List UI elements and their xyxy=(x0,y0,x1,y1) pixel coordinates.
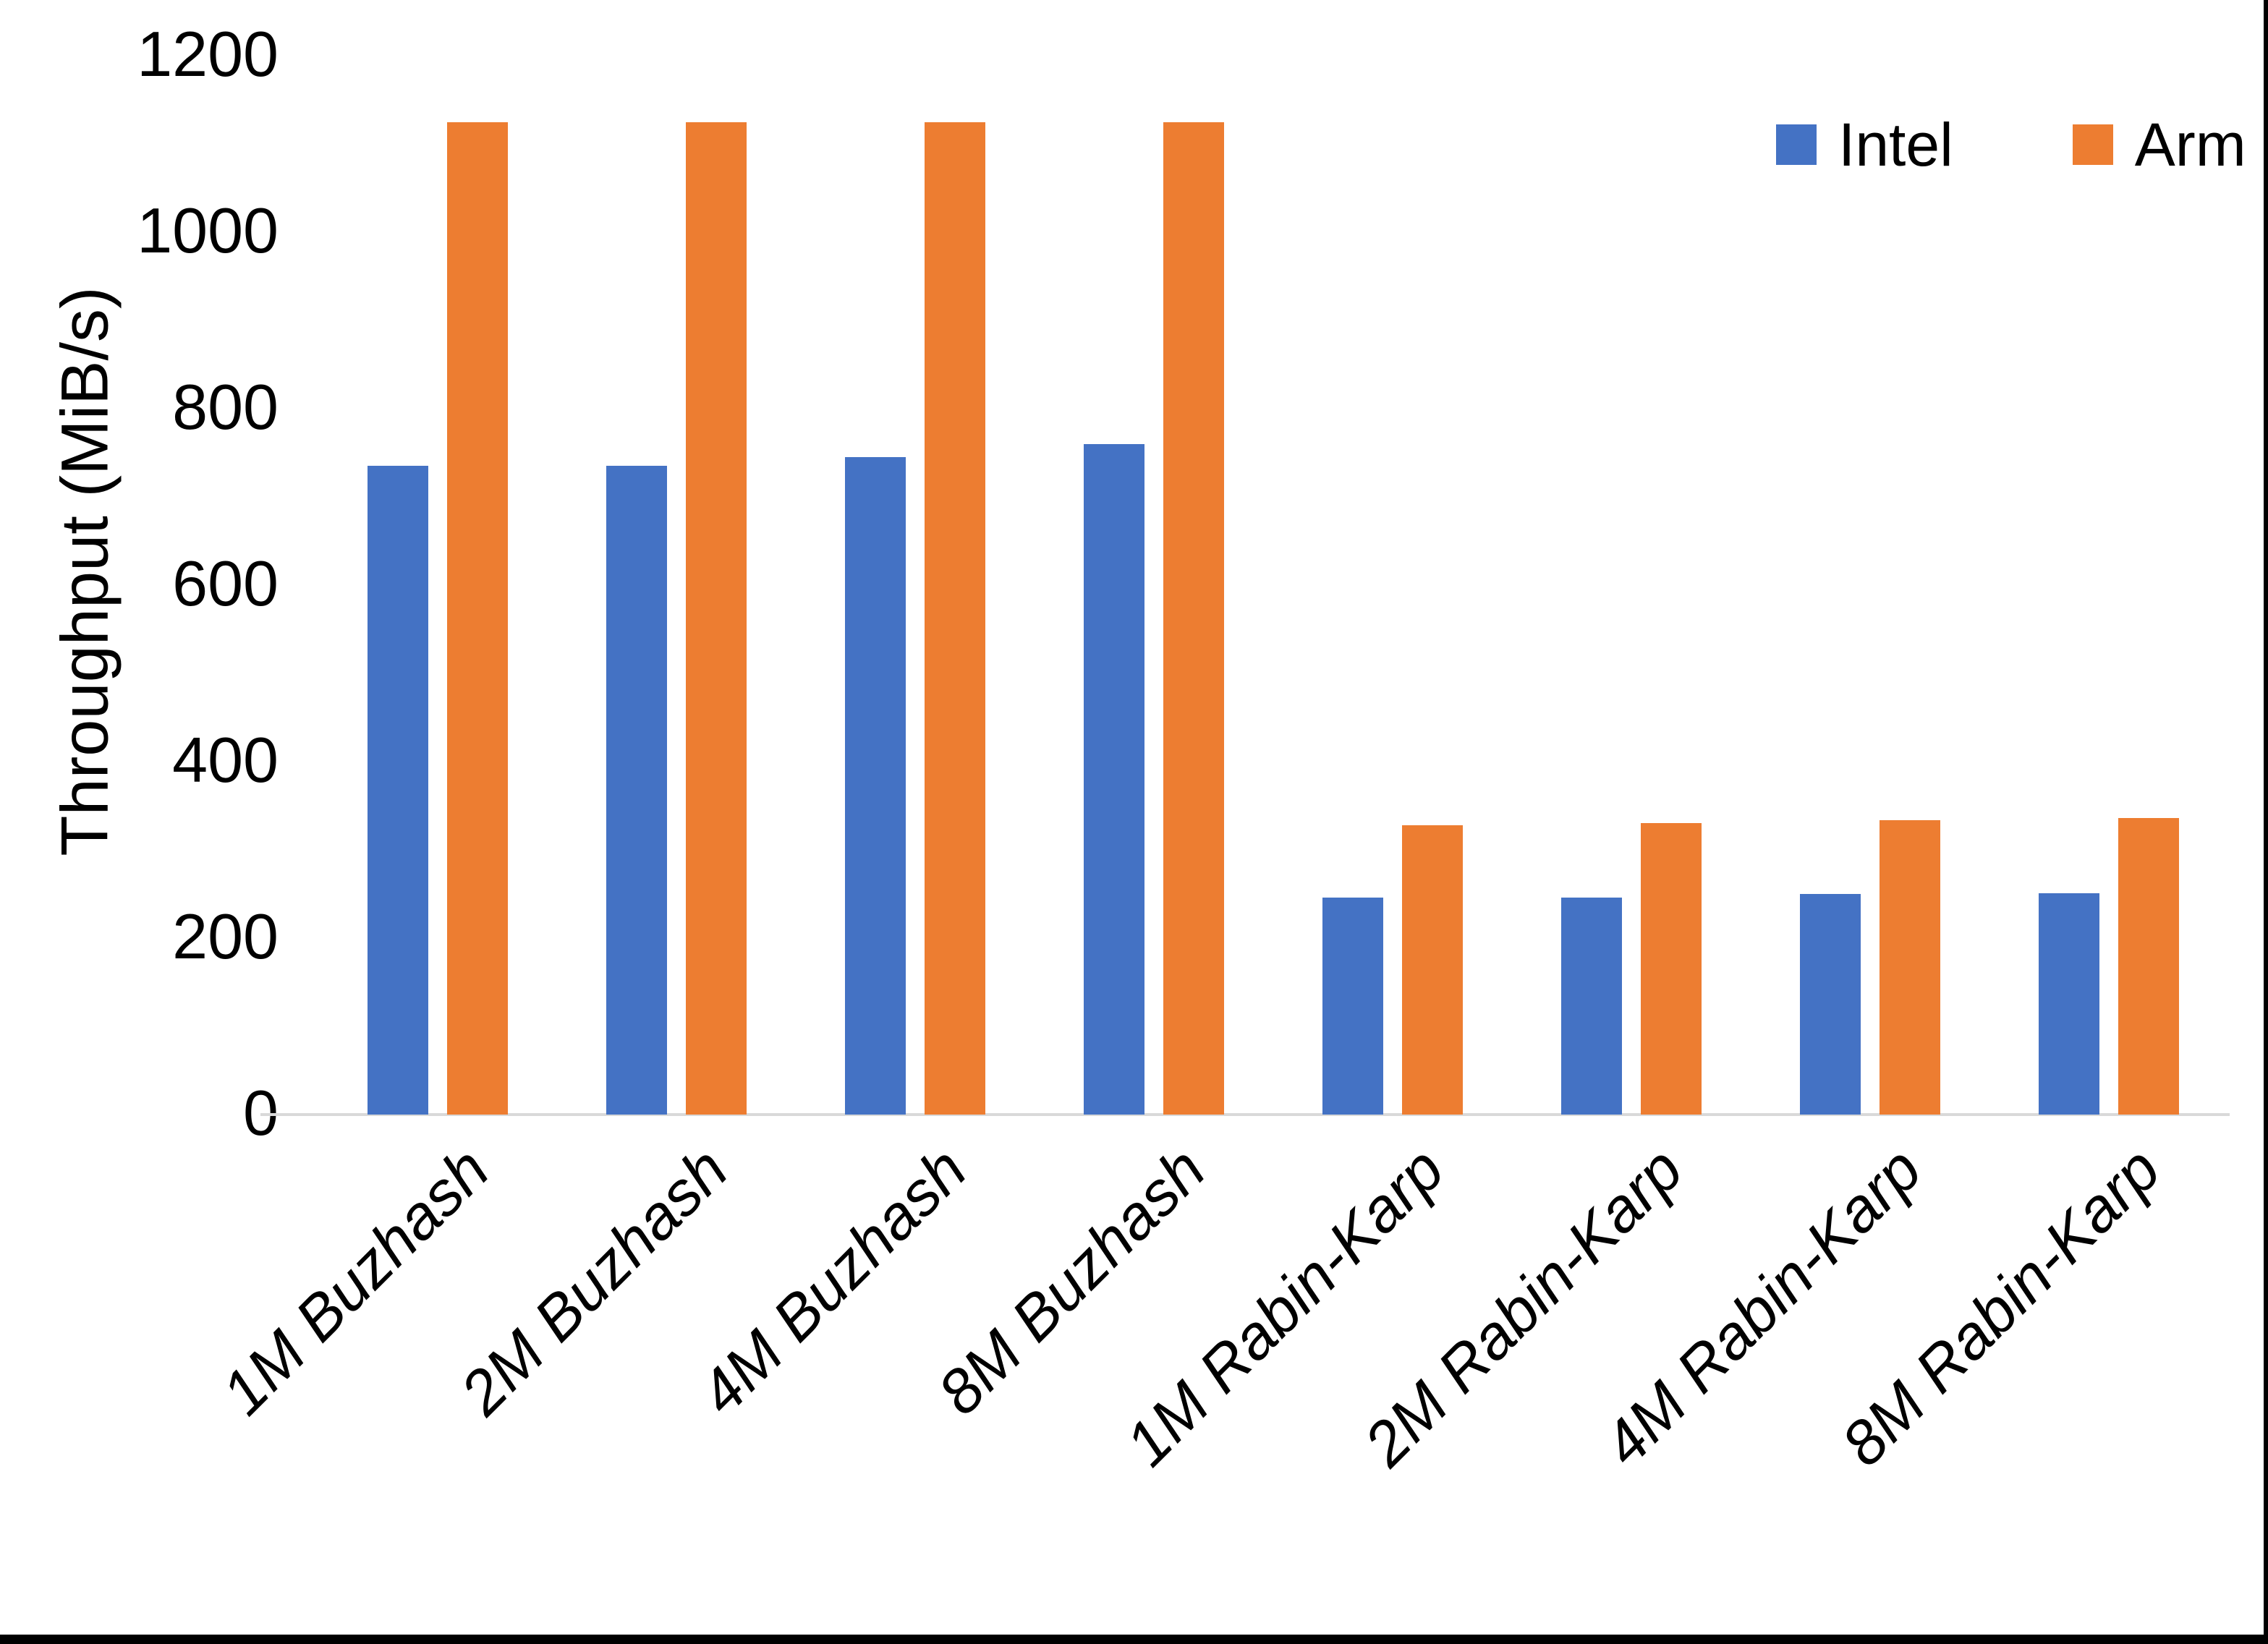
bar-arm-4m-rabin-karp xyxy=(1880,819,1940,1115)
bar-intel-8m-rabin-karp xyxy=(2039,893,2099,1115)
bar-intel-4m-buzhash xyxy=(845,457,906,1115)
bar-intel-8m-buzhash xyxy=(1084,443,1144,1115)
y-tick-label: 800 xyxy=(172,371,279,443)
legend-label-intel: Intel xyxy=(1838,111,1953,179)
bar-arm-2m-rabin-karp xyxy=(1641,823,1702,1115)
bar-arm-1m-buzhash xyxy=(447,122,508,1115)
x-category-label: 4M Buzhash xyxy=(686,1134,980,1428)
bar-group xyxy=(1989,56,2228,1115)
legend: Intel Arm xyxy=(1776,114,2246,175)
bar-arm-2m-buzhash xyxy=(686,122,747,1115)
y-tick-label: 1000 xyxy=(137,195,279,267)
plot-area xyxy=(318,56,2228,1115)
x-category-label: 4M Rabin-Karp xyxy=(1589,1134,1935,1480)
legend-swatch-arm xyxy=(2072,124,2113,165)
y-tick-label: 400 xyxy=(172,724,279,796)
bar-group xyxy=(1512,56,1751,1115)
x-category-label: 8M Buzhash xyxy=(925,1134,1219,1428)
x-category-label: 2M Rabin-Karp xyxy=(1351,1134,1696,1480)
y-tick-label: 600 xyxy=(172,548,279,620)
bar-intel-4m-rabin-karp xyxy=(1800,894,1861,1115)
bar-arm-8m-rabin-karp xyxy=(2118,818,2179,1115)
page-right-border xyxy=(2264,0,2268,1644)
bar-arm-8m-buzhash xyxy=(1163,122,1224,1115)
legend-label-arm: Arm xyxy=(2134,111,2246,179)
bar-group xyxy=(318,56,557,1115)
x-category-label: 2M Buzhash xyxy=(447,1134,742,1428)
bar-group xyxy=(557,56,796,1115)
bar-group xyxy=(1273,56,1512,1115)
bar-intel-1m-buzhash xyxy=(368,466,428,1115)
x-category-label: 8M Rabin-Karp xyxy=(1828,1134,2174,1480)
x-axis-line xyxy=(260,1113,2230,1116)
x-category-label: 1M Rabin-Karp xyxy=(1112,1134,1458,1480)
legend-item-intel: Intel xyxy=(1776,114,1953,175)
bar-group xyxy=(796,56,1035,1115)
y-tick-label: 200 xyxy=(172,900,279,973)
page-bottom-border xyxy=(0,1635,2268,1644)
bar-intel-2m-buzhash xyxy=(606,466,667,1115)
legend-swatch-intel xyxy=(1776,124,1817,165)
legend-item-arm: Arm xyxy=(2072,111,2246,179)
bar-group xyxy=(1035,56,1273,1115)
bar-intel-2m-rabin-karp xyxy=(1561,897,1622,1115)
bar-group xyxy=(1751,56,1989,1115)
bar-arm-1m-rabin-karp xyxy=(1402,825,1463,1115)
bar-arm-4m-buzhash xyxy=(925,122,985,1115)
x-category-label: 1M Buzhash xyxy=(208,1134,503,1428)
bar-intel-1m-rabin-karp xyxy=(1322,897,1383,1115)
y-tick-label: 0 xyxy=(243,1077,279,1149)
y-tick-label: 1200 xyxy=(137,18,279,90)
